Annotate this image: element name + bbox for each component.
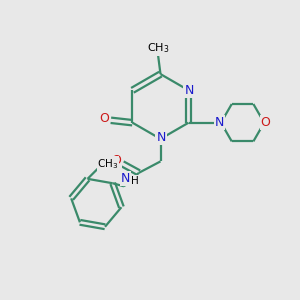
Text: N: N bbox=[184, 84, 194, 97]
Text: O: O bbox=[112, 154, 121, 167]
Text: N: N bbox=[215, 116, 224, 129]
Text: CH$_3$: CH$_3$ bbox=[98, 157, 118, 171]
Text: H: H bbox=[131, 176, 139, 186]
Text: N: N bbox=[121, 172, 130, 185]
Text: CH$_3$: CH$_3$ bbox=[147, 41, 169, 55]
Text: O: O bbox=[99, 112, 109, 125]
Text: N: N bbox=[156, 131, 166, 144]
Text: O: O bbox=[261, 116, 271, 129]
